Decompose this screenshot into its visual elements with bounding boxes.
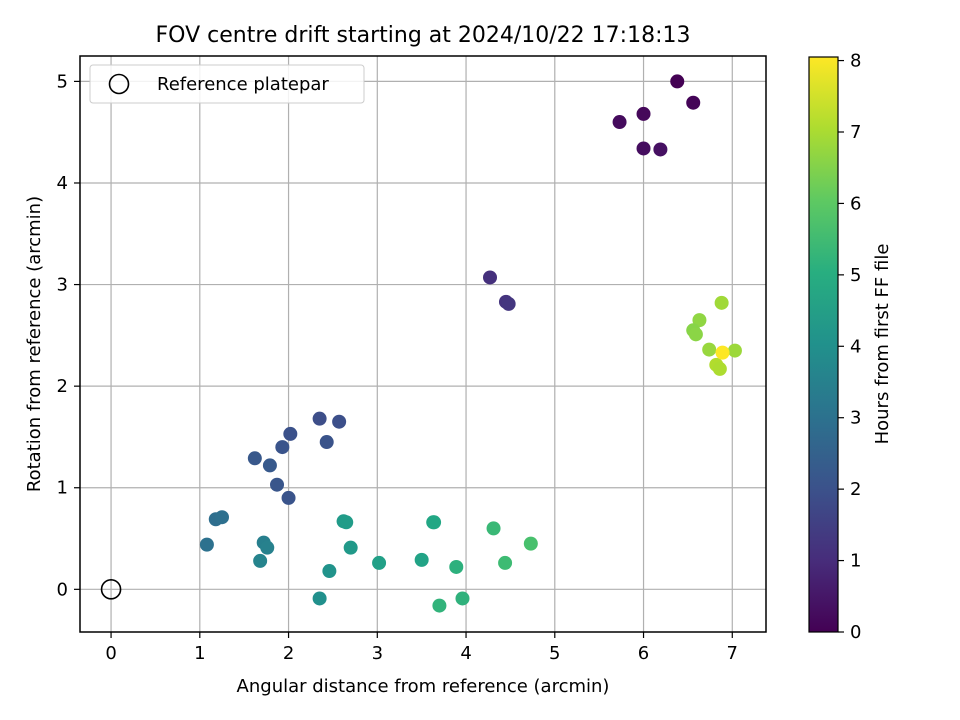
colorbar-gradient <box>808 56 839 633</box>
chart-title: FOV centre drift starting at 2024/10/22 … <box>156 23 691 48</box>
data-point <box>260 540 275 555</box>
y-tick-label: 5 <box>57 71 68 92</box>
reference-point <box>100 579 122 600</box>
colorbar-tick-label: 2 <box>850 479 861 500</box>
colorbar-tick-label: 4 <box>850 336 861 357</box>
y-tick-label: 1 <box>57 478 68 499</box>
data-point <box>455 591 470 606</box>
grid <box>80 56 766 632</box>
data-point <box>686 95 701 110</box>
y-tick-label: 4 <box>57 173 68 194</box>
data-point <box>486 521 501 536</box>
data-point <box>483 270 498 285</box>
colorbar-tick-label: 7 <box>850 122 861 143</box>
data-point <box>636 106 651 121</box>
data-point <box>714 295 729 310</box>
data-points <box>199 74 742 613</box>
y-axis-ticks: 0 1 2 3 4 5 <box>57 71 80 600</box>
data-point <box>253 553 268 568</box>
data-point <box>715 345 730 360</box>
data-point <box>523 536 538 551</box>
data-point <box>727 343 742 358</box>
data-point <box>319 435 334 450</box>
data-point <box>612 115 627 130</box>
y-tick-label: 0 <box>57 579 68 600</box>
data-point <box>270 477 285 492</box>
colorbar-tick-label: 1 <box>850 551 861 572</box>
data-point <box>322 564 337 579</box>
colorbar-ticks: 0 1 2 3 4 5 6 7 8 <box>838 51 861 643</box>
x-axis-ticks: 0 1 2 3 4 5 6 7 <box>105 632 738 664</box>
data-point <box>636 141 651 156</box>
x-tick-label: 7 <box>727 643 738 664</box>
colorbar-tick-label: 8 <box>850 51 861 72</box>
x-tick-label: 3 <box>372 643 383 664</box>
data-point <box>281 490 296 505</box>
colorbar: 0 1 2 3 4 5 6 7 8 Hours from first FF file <box>808 51 893 643</box>
y-tick-label: 2 <box>57 376 68 397</box>
colorbar-label: Hours from first FF file <box>872 244 893 445</box>
data-point <box>427 515 442 530</box>
data-point <box>372 555 387 570</box>
legend-box <box>89 64 365 104</box>
x-tick-label: 1 <box>194 643 205 664</box>
data-point <box>712 361 727 376</box>
colorbar-tick-label: 6 <box>850 193 861 214</box>
data-point <box>501 296 516 311</box>
y-tick-label: 3 <box>57 275 68 296</box>
colorbar-tick-label: 3 <box>850 408 861 429</box>
data-point <box>432 598 447 613</box>
x-tick-label: 4 <box>460 643 471 664</box>
x-tick-label: 0 <box>105 643 116 664</box>
data-point <box>653 142 668 157</box>
x-tick-label: 5 <box>549 643 560 664</box>
data-point <box>199 537 214 552</box>
x-tick-label: 6 <box>638 643 649 664</box>
data-point <box>262 458 277 473</box>
data-point <box>670 74 685 89</box>
data-point <box>214 510 229 525</box>
colorbar-tick-label: 5 <box>850 265 861 286</box>
colorbar-tick-label: 0 <box>850 622 861 643</box>
data-point <box>247 451 262 466</box>
data-point <box>283 426 298 441</box>
legend-label-reference: Reference platepar <box>157 74 329 95</box>
reference-marker <box>100 579 122 600</box>
data-point <box>275 440 290 455</box>
x-axis-label: Angular distance from reference (arcmin) <box>237 676 610 697</box>
legend: Reference platepar <box>89 64 365 104</box>
data-point <box>702 342 717 357</box>
data-point <box>688 327 703 342</box>
plot-frame <box>79 55 767 633</box>
data-point <box>692 313 707 328</box>
data-point <box>339 515 354 530</box>
data-point <box>312 411 327 426</box>
data-point <box>449 559 464 574</box>
data-point <box>332 414 347 429</box>
x-tick-label: 2 <box>283 643 294 664</box>
data-point <box>498 555 513 570</box>
legend-reference-marker <box>108 73 130 95</box>
data-point <box>312 591 327 606</box>
y-axis-label: Rotation from reference (arcmin) <box>24 196 45 492</box>
data-point <box>414 552 429 567</box>
data-point <box>343 540 358 555</box>
